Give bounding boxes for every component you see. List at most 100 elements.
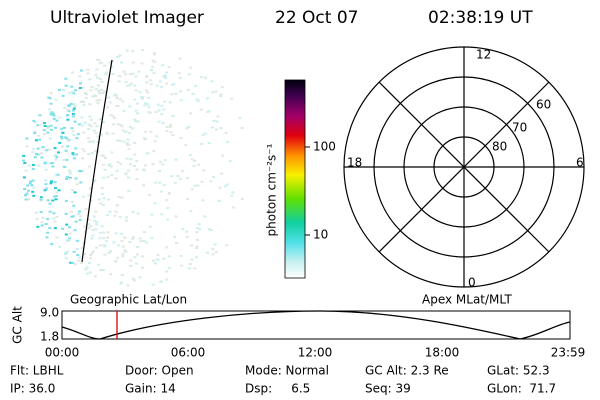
speckle [71, 152, 75, 155]
speckle [71, 71, 75, 74]
speckle [70, 91, 74, 93]
speckle [78, 75, 82, 78]
speckle [150, 213, 154, 216]
speckle [226, 140, 230, 143]
speckle [82, 101, 86, 104]
speckle [126, 284, 130, 287]
speckle [64, 251, 68, 254]
speckle [200, 180, 204, 183]
speckle [51, 165, 55, 168]
speckle [121, 274, 124, 277]
speckle [121, 245, 125, 248]
speckle [100, 91, 104, 94]
speckle [48, 108, 52, 111]
speckle [117, 80, 121, 83]
speckle [165, 82, 169, 85]
speckle [190, 188, 194, 191]
speckle [67, 105, 71, 107]
lat-label: 80 [492, 140, 507, 154]
speckle [64, 257, 68, 260]
speckle [116, 123, 120, 126]
speckle [102, 237, 106, 240]
speckle [166, 218, 170, 221]
speckle [27, 198, 31, 201]
speckle [73, 263, 77, 266]
speckle [93, 219, 97, 222]
speckle [87, 227, 91, 229]
speckle [165, 199, 169, 202]
speckle [106, 175, 110, 178]
speckle [52, 212, 56, 215]
speckle [46, 127, 50, 129]
speckle [84, 207, 88, 210]
speckle [78, 218, 82, 221]
speckle [196, 184, 200, 187]
speckle [65, 223, 69, 226]
speckle [69, 102, 73, 105]
speckle [54, 158, 58, 161]
speckle [51, 199, 55, 202]
speckle [134, 109, 138, 112]
speckle [91, 229, 95, 232]
speckle [165, 270, 168, 273]
speckle [69, 261, 73, 264]
speckle [108, 61, 112, 64]
speckle [103, 64, 106, 67]
speckle [165, 71, 169, 74]
speckle [100, 193, 104, 195]
speckle [179, 264, 183, 267]
speckle [119, 282, 123, 285]
speckle [153, 202, 157, 205]
speckle [45, 187, 49, 190]
speckle [60, 137, 64, 140]
speckle [32, 194, 36, 197]
hour-label: 12 [476, 48, 491, 62]
speckle [61, 94, 65, 97]
hour-label: 18 [347, 156, 362, 170]
speckle [68, 237, 72, 240]
speckle [171, 134, 175, 137]
speckle [78, 210, 81, 213]
speckle [97, 92, 101, 94]
speckle [87, 153, 90, 155]
speckle [131, 237, 135, 240]
speckle [144, 89, 148, 92]
speckle [105, 240, 108, 243]
speckle [126, 138, 130, 141]
speckle [155, 135, 158, 138]
speckle [64, 84, 68, 87]
speckle [214, 251, 218, 254]
speckle [85, 272, 89, 275]
speckle [230, 97, 234, 100]
speckle [109, 250, 113, 253]
speckle [127, 190, 131, 193]
speckle [71, 130, 75, 133]
speckle [149, 79, 153, 82]
info-cell: Mode: Normal [245, 364, 329, 378]
speckle [91, 234, 95, 237]
speckle [196, 100, 200, 103]
speckle [38, 114, 42, 117]
speckle [104, 73, 108, 76]
speckle [44, 168, 48, 171]
speckle [163, 100, 166, 103]
speckle [97, 59, 101, 62]
speckle [59, 135, 63, 138]
speckle [107, 252, 111, 254]
speckle [207, 228, 211, 231]
speckle [165, 246, 169, 249]
info-cell: Flt: LBHL [10, 364, 64, 378]
speckle [136, 212, 140, 215]
speckle [91, 95, 95, 98]
speckle [176, 175, 180, 177]
speckle [100, 154, 104, 157]
speckle [65, 177, 69, 180]
speckle [25, 137, 29, 140]
info-cell: Seq: 39 [365, 382, 411, 396]
speckle [26, 184, 30, 187]
speckle [54, 126, 57, 129]
speckle [128, 125, 132, 128]
polar-grid [343, 46, 585, 288]
speckle [39, 211, 43, 214]
speckle [102, 197, 106, 200]
